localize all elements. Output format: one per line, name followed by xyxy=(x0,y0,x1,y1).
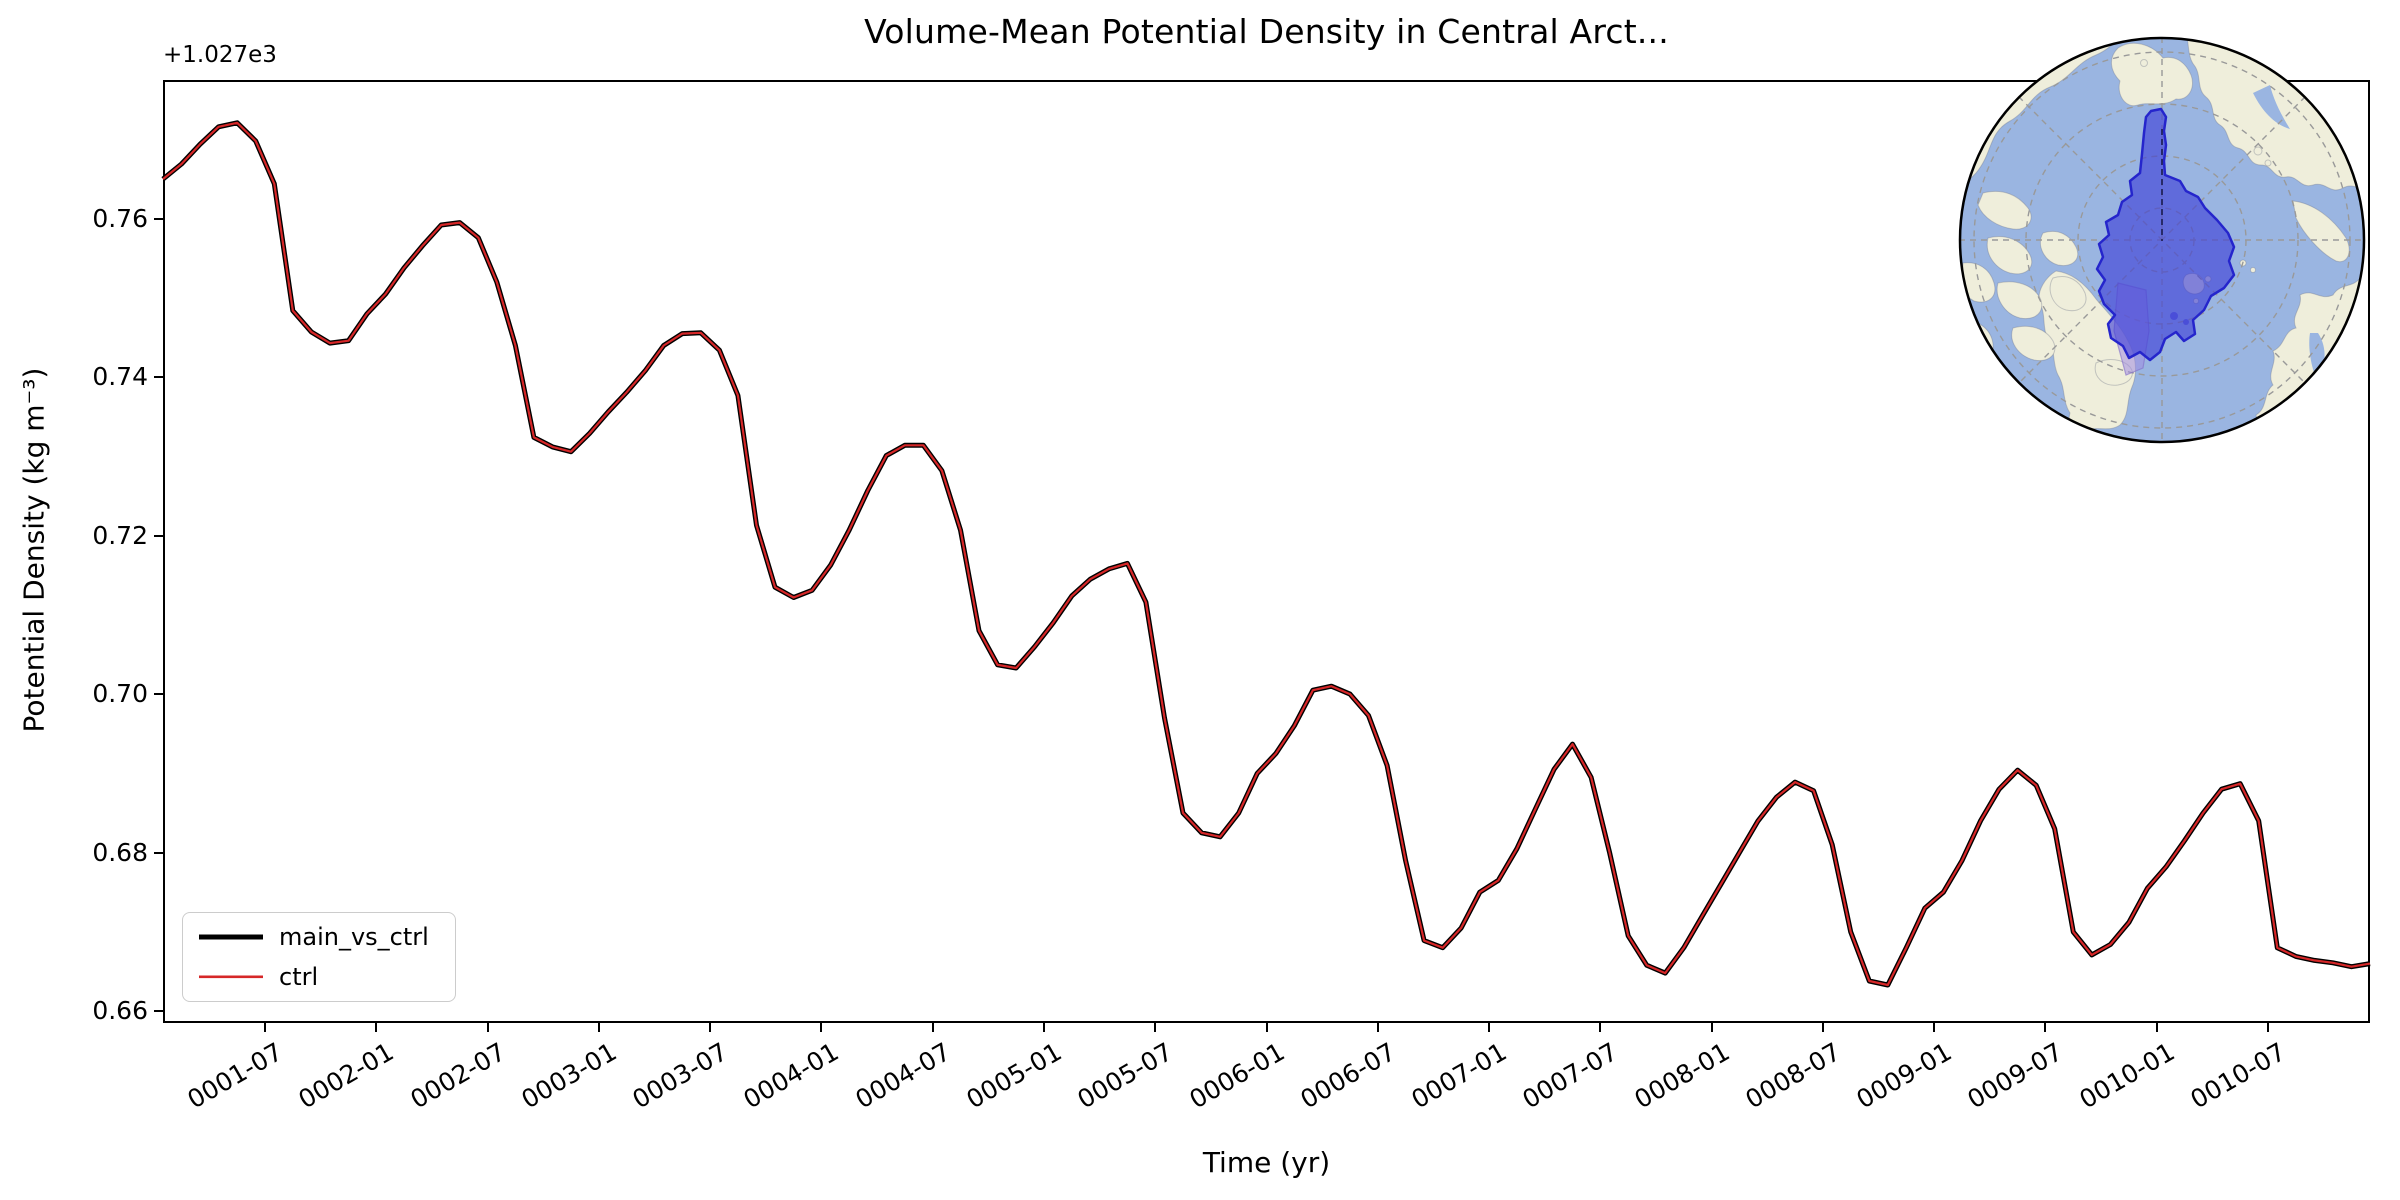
map-land-canada-b3 xyxy=(1996,281,2043,320)
map-ocean-inlet-khatanga xyxy=(2253,85,2290,129)
x-tick-mark xyxy=(1376,1023,1379,1032)
x-tick-mark xyxy=(1042,1023,1045,1032)
y-tick-label: 0.70 xyxy=(92,679,148,709)
map-island-sevzemlya xyxy=(2253,146,2263,156)
x-tick-mark xyxy=(264,1023,266,1032)
x-axis-label: Time (yr) xyxy=(1202,1146,1331,1179)
map-island-sevzemlya-2 xyxy=(2264,159,2272,167)
x-tick-mark xyxy=(1821,1023,1824,1032)
legend-entry-ctrl: ctrl xyxy=(199,964,439,990)
map-land-canada-b2 xyxy=(1986,236,2033,275)
x-tick-mark xyxy=(2044,1023,2047,1032)
y-tick-label: 0.72 xyxy=(92,520,148,550)
chart-title: Volume-Mean Potential Density in Central… xyxy=(864,12,1669,51)
x-tick-mark xyxy=(1710,1023,1713,1032)
x-tick-mark xyxy=(1933,1023,1936,1032)
y-tick-mark xyxy=(154,217,163,220)
map-land-canada-b4 xyxy=(2011,325,2056,362)
x-tick-mark xyxy=(375,1023,378,1032)
x-tick-mark xyxy=(2155,1023,2158,1032)
legend-box: main_vs_ctrl ctrl xyxy=(182,912,456,1002)
map-land-canada-b6 xyxy=(2049,276,2087,312)
series-line-ctrl xyxy=(162,121,2371,987)
map-island-small xyxy=(2140,59,2148,67)
x-tick-mark xyxy=(820,1023,823,1032)
y-tick-label: 0.66 xyxy=(92,996,148,1026)
legend-swatch-ctrl xyxy=(199,975,263,979)
y-tick-mark xyxy=(154,534,163,537)
map-island-fjl-2 xyxy=(2250,267,2256,273)
x-tick-mark xyxy=(1488,1023,1491,1032)
x-tick-mark xyxy=(2267,1023,2269,1032)
legend-entry-main: main_vs_ctrl xyxy=(199,924,439,950)
inset-map-arctic xyxy=(1958,36,2366,444)
x-tick-mark xyxy=(709,1023,712,1032)
legend-label-main: main_vs_ctrl xyxy=(279,923,429,951)
y-axis-offset-text: +1.027e3 xyxy=(163,42,277,68)
y-tick-mark xyxy=(154,1010,163,1013)
map-land-banks xyxy=(1961,262,1996,303)
y-tick-mark xyxy=(154,851,163,854)
y-tick-label: 0.76 xyxy=(92,203,148,233)
map-ocean-inlet-laptev xyxy=(2287,38,2317,83)
map-land-chukotka xyxy=(2111,42,2193,107)
x-tick-mark xyxy=(1599,1023,1602,1032)
map-region-central-arctic xyxy=(2095,107,2236,362)
map-land-canada-b1 xyxy=(1977,190,2032,230)
x-tick-mark xyxy=(931,1023,934,1032)
x-tick-mark xyxy=(486,1023,489,1032)
y-tick-label: 0.68 xyxy=(92,837,148,867)
y-tick-mark xyxy=(154,693,163,696)
map-land-novaya-zemlya xyxy=(2292,200,2350,263)
map-region-fragment-2 xyxy=(2183,319,2189,325)
x-tick-mark xyxy=(1154,1023,1157,1032)
legend-swatch-main xyxy=(199,934,263,940)
y-tick-label: 0.74 xyxy=(92,362,148,392)
map-border-circle xyxy=(1958,36,2366,444)
map-region-fragment-1 xyxy=(2170,312,2178,320)
legend-label-ctrl: ctrl xyxy=(279,963,319,991)
x-tick-mark xyxy=(1265,1023,1268,1032)
x-tick-mark xyxy=(597,1023,600,1032)
y-tick-mark xyxy=(154,376,163,379)
